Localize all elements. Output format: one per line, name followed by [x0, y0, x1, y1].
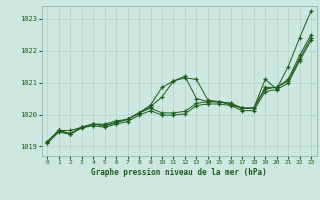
X-axis label: Graphe pression niveau de la mer (hPa): Graphe pression niveau de la mer (hPa) — [91, 168, 267, 177]
